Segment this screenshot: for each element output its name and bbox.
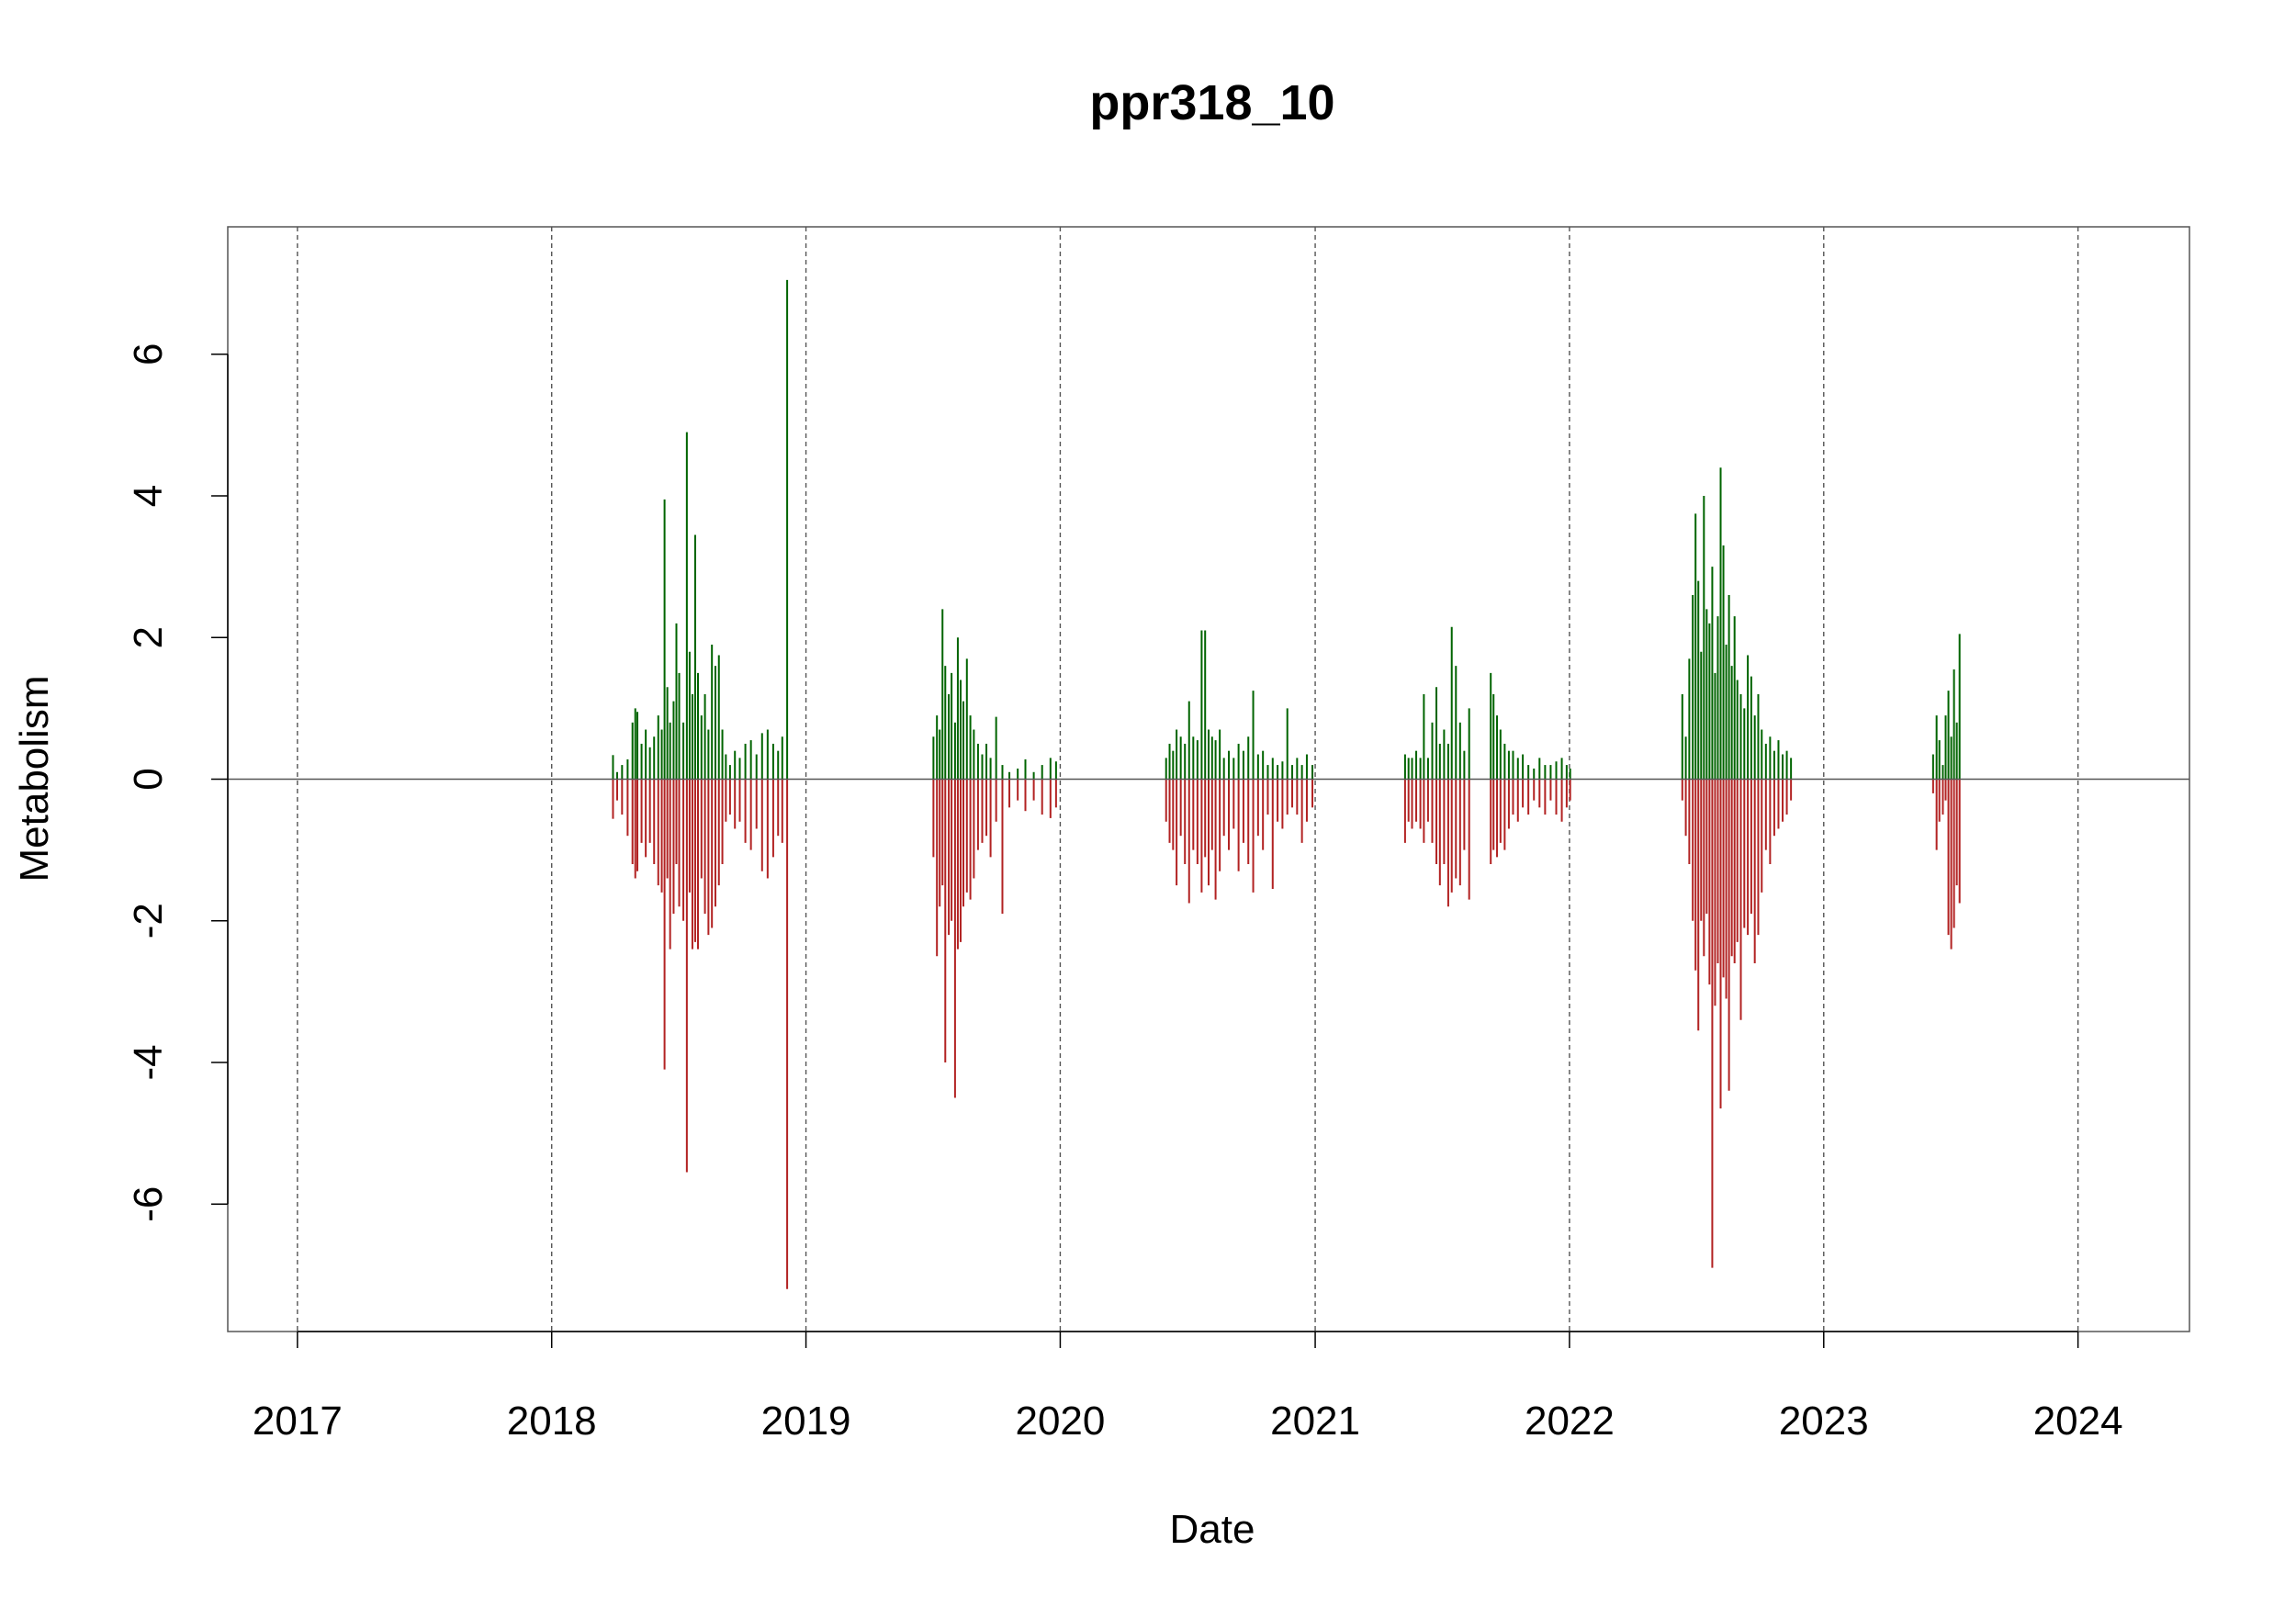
year-gridlines [297, 227, 2079, 1332]
x-axis-title: Date [1170, 1507, 1255, 1552]
y-axis: -6 -4 -2 0 2 4 6 [126, 343, 229, 1222]
chart-title: ppr318_10 [1089, 75, 1334, 130]
x-tick-label-2021: 2021 [1270, 1399, 1360, 1444]
x-tick-label-2020: 2020 [1015, 1399, 1105, 1444]
x-tick-label-2022: 2022 [1525, 1399, 1615, 1444]
x-tick-label-2017: 2017 [253, 1399, 343, 1444]
y-axis-title: Metabolism [12, 676, 57, 882]
x-tick-label-2024: 2024 [2033, 1399, 2123, 1444]
y-tick-label-4: 4 [126, 485, 171, 507]
y-tick-label--6: -6 [126, 1186, 171, 1222]
y-tick-label-2: 2 [126, 626, 171, 648]
x-tick-label-2018: 2018 [507, 1399, 597, 1444]
y-tick-label-0: 0 [126, 768, 171, 790]
y-tick-label--4: -4 [126, 1044, 171, 1080]
x-axis: 2017 2018 2019 2020 2021 2022 2023 2024 [253, 1331, 2123, 1444]
y-tick-label--2: -2 [126, 903, 171, 938]
x-tick-label-2019: 2019 [761, 1399, 851, 1444]
y-tick-label-6: 6 [126, 343, 171, 365]
metabolism-bars [612, 279, 1961, 1289]
x-tick-label-2023: 2023 [1779, 1399, 1869, 1444]
